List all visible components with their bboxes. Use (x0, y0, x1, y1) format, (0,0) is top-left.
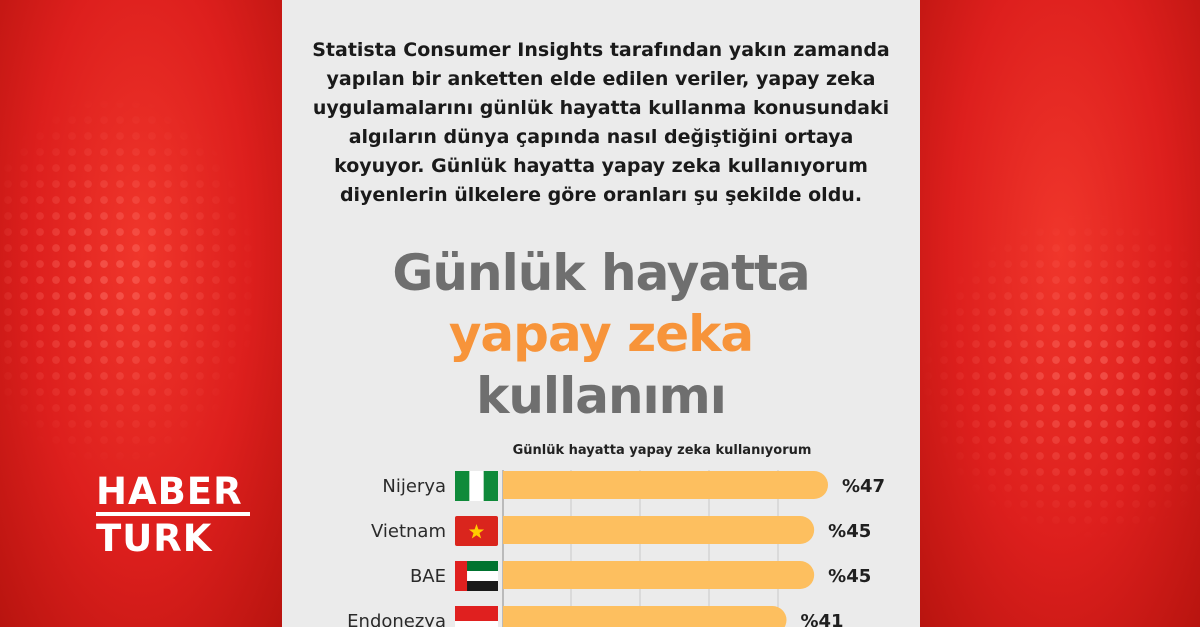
headline-line-2: yapay zeka (448, 305, 754, 363)
flag-stripe-bottom (455, 581, 498, 591)
nigeria-flag-icon (455, 471, 498, 501)
indonesia-flag-icon (455, 606, 498, 627)
logo-line-1: HABER (96, 470, 243, 513)
left-background: HABER TURK (0, 0, 282, 627)
headline-line-3: kullanımı (476, 367, 727, 425)
right-background (920, 0, 1200, 627)
vietnam-flag-icon (455, 516, 498, 546)
uae-flag-icon (455, 561, 498, 591)
flag-stripe-top (455, 561, 498, 571)
flag-stripe-left (455, 471, 470, 501)
bar-chart: Nijerya %47 Vietnam %45 BAE %45 Endonezya %41 (347, 470, 885, 627)
halftone-pattern (920, 0, 1200, 627)
bar-nijerya (503, 471, 828, 499)
halftone-pattern (0, 0, 282, 627)
category-label: Nijerya (382, 476, 446, 497)
value-label: %47 (842, 476, 885, 497)
value-label: %45 (828, 566, 871, 587)
category-label: Endonezya (347, 611, 446, 627)
flag-star (468, 524, 485, 539)
infographic-panel: Statista Consumer Insights tarafından ya… (282, 0, 920, 627)
headline-line-1: Günlük hayatta (392, 244, 810, 302)
flag-stripe-right (483, 471, 498, 501)
intro-paragraph: Statista Consumer Insights tarafından ya… (312, 39, 890, 206)
flag-stripe-top (455, 606, 498, 621)
flag-stripe-bottom (455, 621, 498, 627)
value-label: %45 (828, 521, 871, 542)
logo-line-2: TURK (96, 517, 213, 560)
bar-vietnam (503, 516, 815, 544)
bar-bae (503, 561, 815, 589)
haberturk-logo: HABER TURK (96, 472, 250, 559)
logo-divider (96, 512, 250, 516)
category-label: BAE (410, 566, 446, 587)
value-label: %41 (801, 611, 844, 627)
flag-band-left (455, 561, 468, 591)
bar-endonezya (503, 606, 787, 627)
category-label: Vietnam (371, 521, 446, 542)
flag-stripe-middle (455, 571, 498, 581)
chart-title: Günlük hayatta yapay zeka kullanıyorum (512, 443, 812, 458)
